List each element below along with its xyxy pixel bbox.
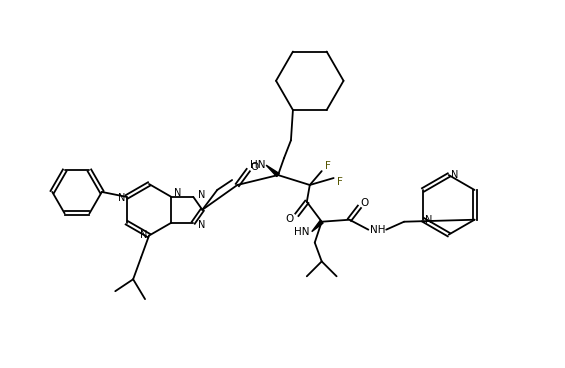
Text: F: F bbox=[337, 177, 342, 187]
Text: O: O bbox=[360, 198, 368, 208]
Text: N: N bbox=[198, 220, 205, 230]
Text: HN: HN bbox=[294, 227, 310, 237]
Text: N: N bbox=[118, 193, 125, 203]
Text: N: N bbox=[140, 230, 147, 240]
Text: O: O bbox=[250, 162, 258, 172]
Polygon shape bbox=[266, 165, 279, 177]
Text: O: O bbox=[286, 214, 294, 224]
Text: N: N bbox=[451, 170, 458, 180]
Text: HN: HN bbox=[250, 160, 266, 170]
Text: N: N bbox=[425, 215, 433, 225]
Text: F: F bbox=[325, 161, 331, 171]
Text: N: N bbox=[173, 188, 181, 198]
Polygon shape bbox=[312, 220, 323, 231]
Text: N: N bbox=[198, 190, 205, 200]
Text: NH: NH bbox=[370, 224, 385, 235]
